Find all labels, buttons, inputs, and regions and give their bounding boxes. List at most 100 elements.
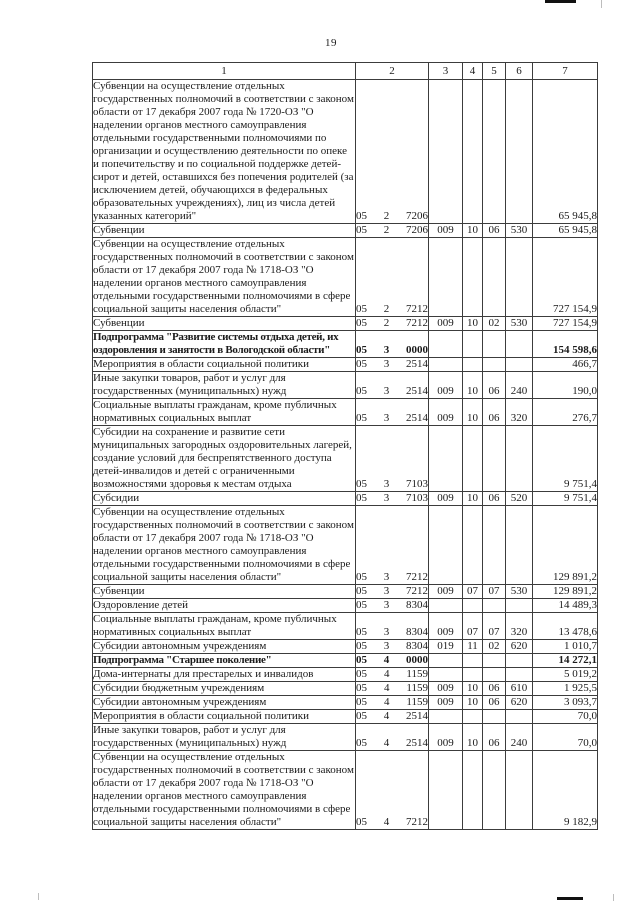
table-row: Мероприятия в области социальной политик… [92,357,598,372]
cell-c5 [482,505,506,585]
code-part-a: 05 [356,737,368,749]
code-part-b: 3 [383,640,390,653]
cell-c6: 520 [505,491,533,506]
cell-c5 [482,653,506,668]
row-name: Субсидии автономным учреждениям [92,695,356,710]
code-part-c: 2514 [406,710,428,723]
code-part-b: 3 [383,571,390,583]
cell-c3 [428,425,463,492]
cell-c5 [482,750,506,830]
row-code-group: 05 2 7206 [355,79,429,224]
table-row: Субсидии бюджетным учреждениям 05 4 1159 009… [92,681,598,696]
row-amount: 190,0 [532,371,598,399]
table-row: Оздоровление детей 05 3 8304 14 489,3 [92,598,598,613]
scan-artifact-bottom-left-tick [38,893,39,900]
cell-c3: 009 [428,723,463,751]
cell-c4 [462,79,483,224]
cell-c6: 320 [505,612,533,640]
cell-c3: 009 [428,695,463,710]
code-wrap: 05 4 7212 [357,816,428,829]
cell-c4: 11 [462,639,483,654]
row-amount: 14 272,1 [532,653,598,668]
row-amount: 727 154,9 [532,237,598,317]
row-amount: 65 945,8 [532,223,598,238]
cell-c6 [505,79,533,224]
cell-c3 [428,750,463,830]
scan-artifact-top-right [545,0,576,3]
row-amount: 154 598,6 [532,330,598,358]
cell-c4 [462,598,483,613]
row-amount: 9 182,9 [532,750,598,830]
row-name: Социальные выплаты гражданам, кроме публ… [92,398,356,426]
code-part-a: 05 [356,210,368,222]
code-part-b: 3 [383,412,390,424]
row-code-group: 05 4 2514 [355,709,429,724]
row-amount: 3 093,7 [532,695,598,710]
code-part-b: 2 [383,210,390,222]
code-part-a: 05 [356,571,368,583]
cell-c5: 06 [482,223,506,238]
table-row: Иные закупки товаров, работ и услуг для … [92,723,598,751]
cell-c5: 06 [482,371,506,399]
cell-c6: 530 [505,584,533,599]
cell-c4: 10 [462,316,483,331]
row-code-group: 05 4 1159 [355,667,429,682]
cell-c3: 009 [428,584,463,599]
code-wrap: 05 2 7212 [356,303,428,316]
code-wrap: 05 4 2514 [357,710,428,723]
cell-c4 [462,357,483,372]
row-code-group: 05 3 8304 [355,612,429,640]
code-part-b: 4 [383,682,390,695]
row-code-group: 05 2 7212 [355,237,429,317]
cell-c3: 009 [428,491,463,506]
cell-c4: 10 [462,398,483,426]
cell-c6 [505,357,533,372]
code-part-a: 05 [356,303,368,315]
row-amount: 9 751,4 [532,491,598,506]
table-row: Субвенции на осуществление отдельных гос… [92,505,598,585]
code-wrap: 05 3 8304 [357,600,428,612]
code-part-a: 05 [356,640,368,653]
row-name: Мероприятия в области социальной политик… [92,357,356,372]
row-name: Субвенции на осуществление отдельных гос… [92,237,356,317]
cell-c5: 06 [482,695,506,710]
cell-c3 [428,357,463,372]
cell-c6 [505,750,533,830]
cell-c6: 240 [505,371,533,399]
cell-c6: 620 [505,639,533,654]
row-name: Оздоровление детей [92,598,356,613]
cell-c6 [505,667,533,682]
cell-c4: 10 [462,723,483,751]
cell-c5: 07 [482,584,506,599]
code-part-b: 3 [383,385,390,397]
code-part-c: 7212 [406,816,428,828]
code-part-b: 4 [383,696,390,709]
page-number: 19 [325,37,337,49]
cell-c6 [505,237,533,317]
row-code-group: 05 4 7212 [355,750,429,830]
cell-c4 [462,750,483,830]
cell-c5 [482,79,506,224]
code-part-a: 05 [356,682,368,695]
row-code-group: 05 3 8304 [355,598,429,613]
row-name: Субсидии бюджетным учреждениям [92,681,356,696]
row-name: Субсидии на сохранение и развитие сети м… [92,425,356,492]
cell-c4 [462,330,483,358]
cell-c6: 530 [505,223,533,238]
code-part-b: 3 [383,626,390,638]
code-part-a: 05 [356,654,368,667]
table-row: Субвенции 05 2 7206 009 10 06 530 65 945,8 [92,223,598,238]
row-amount: 1 925,5 [532,681,598,696]
code-part-c: 7212 [406,571,428,583]
cell-c3 [428,505,463,585]
code-wrap: 05 3 2514 [357,385,428,398]
code-part-b: 4 [383,737,390,749]
cell-c3 [428,237,463,317]
header-col-6: 6 [505,62,533,80]
table-row: Субвенции на осуществление отдельных гос… [92,237,598,317]
code-wrap: 05 3 2514 [357,412,428,425]
cell-c4 [462,667,483,682]
row-amount: 9 751,4 [532,425,598,492]
row-name: Субвенции на осуществление отдельных гос… [92,505,356,585]
code-part-a: 05 [356,492,368,505]
